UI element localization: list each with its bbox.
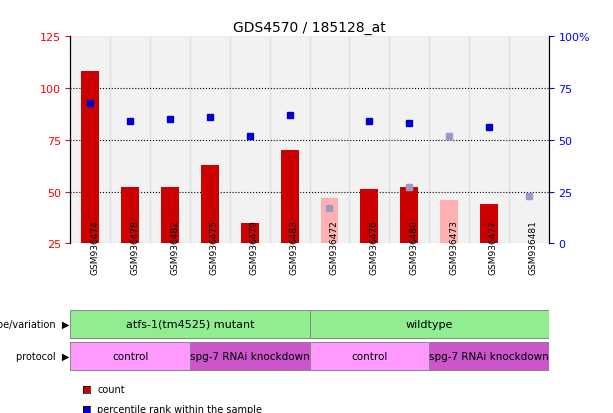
- Bar: [190, 37, 230, 244]
- Bar: [201, 165, 219, 244]
- Bar: [469, 37, 509, 244]
- Bar: [270, 37, 310, 244]
- FancyBboxPatch shape: [429, 342, 549, 370]
- Text: spg-7 RNAi knockdown: spg-7 RNAi knockdown: [190, 351, 310, 361]
- Text: GSM936480: GSM936480: [409, 219, 418, 274]
- Bar: [230, 37, 270, 244]
- Text: control: control: [351, 351, 387, 361]
- Bar: [121, 188, 139, 244]
- Bar: [360, 190, 378, 244]
- Text: percentile rank within the sample: percentile rank within the sample: [97, 404, 262, 413]
- Bar: [150, 37, 190, 244]
- FancyBboxPatch shape: [310, 310, 549, 338]
- Text: GSM936482: GSM936482: [170, 220, 179, 274]
- Text: control: control: [112, 351, 148, 361]
- Text: GSM936477: GSM936477: [489, 219, 498, 274]
- Bar: [400, 188, 418, 244]
- Bar: [349, 37, 389, 244]
- Bar: [389, 37, 429, 244]
- Bar: [321, 198, 338, 244]
- Text: genotype/variation  ▶: genotype/variation ▶: [0, 319, 70, 329]
- Text: GSM936479: GSM936479: [250, 219, 259, 274]
- Bar: [310, 37, 349, 244]
- FancyBboxPatch shape: [310, 342, 429, 370]
- Bar: [110, 37, 150, 244]
- Text: GSM936473: GSM936473: [449, 219, 458, 274]
- Title: GDS4570 / 185128_at: GDS4570 / 185128_at: [233, 21, 386, 35]
- Text: GSM936483: GSM936483: [289, 219, 299, 274]
- Bar: [440, 200, 458, 244]
- Bar: [509, 37, 549, 244]
- FancyBboxPatch shape: [70, 310, 310, 338]
- Text: atfs-1(tm4525) mutant: atfs-1(tm4525) mutant: [126, 319, 254, 329]
- Bar: [241, 223, 259, 244]
- Bar: [480, 204, 498, 244]
- Text: protocol  ▶: protocol ▶: [17, 351, 70, 361]
- Text: spg-7 RNAi knockdown: spg-7 RNAi knockdown: [429, 351, 549, 361]
- Text: GSM936475: GSM936475: [210, 219, 219, 274]
- Text: GSM936472: GSM936472: [330, 220, 338, 274]
- Bar: [70, 37, 110, 244]
- Text: count: count: [97, 385, 125, 394]
- FancyBboxPatch shape: [70, 342, 190, 370]
- Bar: [281, 151, 299, 244]
- Bar: [82, 72, 99, 244]
- FancyBboxPatch shape: [190, 342, 310, 370]
- Text: GSM936474: GSM936474: [91, 220, 99, 274]
- Bar: [161, 188, 179, 244]
- Bar: [429, 37, 469, 244]
- Text: GSM936476: GSM936476: [369, 219, 378, 274]
- Text: wildtype: wildtype: [405, 319, 453, 329]
- Bar: [520, 244, 538, 291]
- Text: GSM936478: GSM936478: [130, 219, 139, 274]
- Text: GSM936481: GSM936481: [528, 219, 538, 274]
